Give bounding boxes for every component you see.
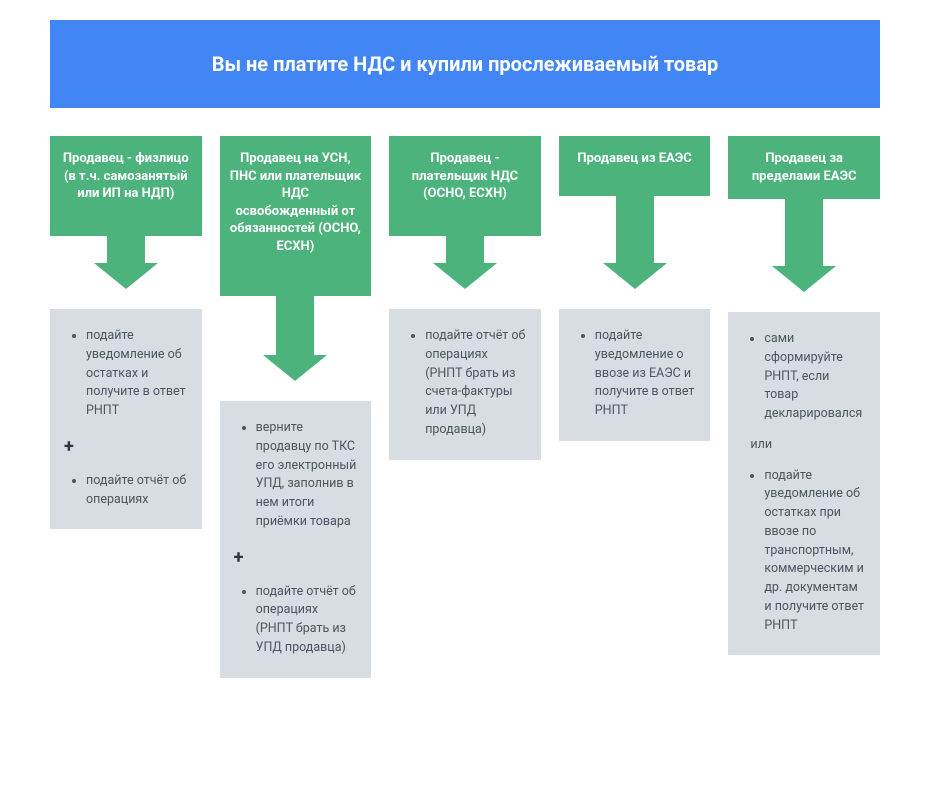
flow-column-seller-vat-payer: Продавец - плательщик НДС (ОСНО, ЕСХН) по… (389, 136, 541, 460)
column-head-text: Продавец - физлицо (в т.ч. самозанятый и… (60, 150, 192, 203)
down-arrow-icon (389, 235, 541, 289)
action-list: подайте уведомление о ввозе из ЕАЭС и по… (581, 327, 697, 421)
column-head: Продавец за пределами ЕАЭС (728, 136, 880, 199)
action-item: подайте отчёт об операциях (РНПТ брать и… (425, 327, 527, 440)
down-arrow-icon (50, 235, 202, 289)
plus-separator: + (234, 544, 358, 571)
column-body: подайте уведомление о ввозе из ЕАЭС и по… (559, 309, 711, 441)
column-body: верните продавцу по ТКС его электронный … (220, 401, 372, 678)
column-head: Продавец из ЕАЭС (559, 136, 711, 196)
flow-column-seller-individual: Продавец - физлицо (в т.ч. самозанятый и… (50, 136, 202, 529)
action-item: подайте отчёт об операциях (86, 472, 188, 510)
down-arrow-icon (559, 195, 711, 289)
down-arrow-icon (220, 295, 372, 381)
action-list: подайте отчёт об операциях (РНПТ брать и… (242, 583, 358, 658)
action-list: верните продавцу по ТКС его электронный … (242, 419, 358, 532)
action-item: подайте отчёт об операциях (РНПТ брать и… (256, 583, 358, 658)
action-list: подайте отчёт об операциях (72, 472, 188, 510)
action-item: верните продавцу по ТКС его электронный … (256, 419, 358, 532)
action-item: подайте уведомление об остатках и получи… (86, 327, 188, 421)
action-list: сами сформируйте РНПТ, если товар деклар… (750, 330, 866, 424)
action-list: подайте уведомление об остатках при ввоз… (750, 467, 866, 636)
column-head: Продавец - плательщик НДС (ОСНО, ЕСХН) (389, 136, 541, 236)
title-banner: Вы не платите НДС и купили прослеживаемы… (50, 20, 880, 108)
column-head: Продавец на УСН, ПНС или плательщик НДС … (220, 136, 372, 296)
flow-column-seller-eaeu: Продавец из ЕАЭС подайте уведомление о вв… (559, 136, 711, 441)
action-item: подайте уведомление об остатках при ввоз… (764, 467, 866, 636)
column-head-text: Продавец из ЕАЭС (577, 150, 691, 168)
title-text: Вы не платите НДС и купили прослеживаемы… (212, 52, 719, 76)
flow-columns: Продавец - физлицо (в т.ч. самозанятый и… (50, 136, 880, 678)
action-list: подайте уведомление об остатках и получи… (72, 327, 188, 421)
plus-separator: + (64, 433, 188, 460)
flow-column-seller-outside-eaeu: Продавец за пределами ЕАЭС сами сформируй… (728, 136, 880, 655)
down-arrow-icon (728, 198, 880, 292)
column-head: Продавец - физлицо (в т.ч. самозанятый и… (50, 136, 202, 236)
action-item: сами сформируйте РНПТ, если товар деклар… (764, 330, 866, 424)
column-body: сами сформируйте РНПТ, если товар деклар… (728, 312, 880, 655)
column-head-text: Продавец на УСН, ПНС или плательщик НДС … (230, 150, 362, 255)
flow-column-seller-usn-pns: Продавец на УСН, ПНС или плательщик НДС … (220, 136, 372, 678)
column-body: подайте отчёт об операциях (РНПТ брать и… (389, 309, 541, 460)
action-list: подайте отчёт об операциях (РНПТ брать и… (411, 327, 527, 440)
or-separator: или (750, 436, 866, 455)
column-head-text: Продавец - плательщик НДС (ОСНО, ЕСХН) (399, 150, 531, 203)
column-body: подайте уведомление об остатках и получи… (50, 309, 202, 529)
action-item: подайте уведомление о ввозе из ЕАЭС и по… (595, 327, 697, 421)
column-head-text: Продавец за пределами ЕАЭС (738, 150, 870, 185)
